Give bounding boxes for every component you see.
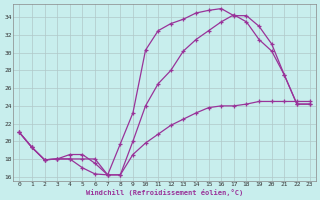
X-axis label: Windchill (Refroidissement éolien,°C): Windchill (Refroidissement éolien,°C) <box>86 189 243 196</box>
